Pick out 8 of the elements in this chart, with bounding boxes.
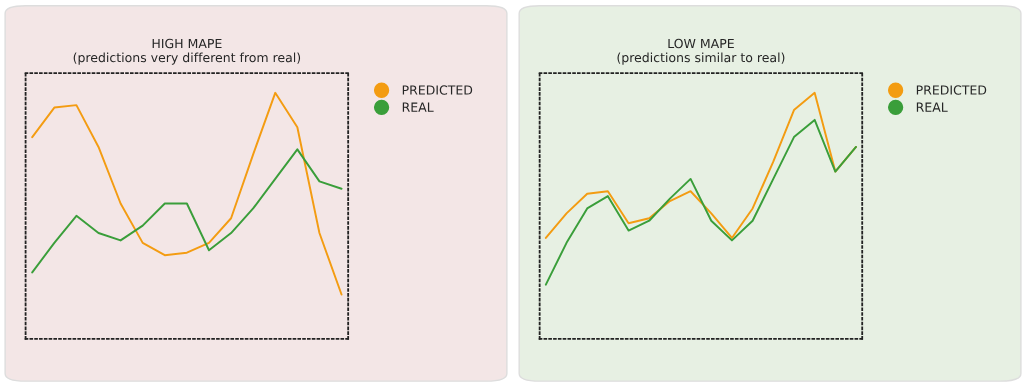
chart-subtitle: (predictions very different from real): [73, 52, 301, 65]
legend-label: PREDICTED: [916, 85, 987, 95]
chart-title: LOW MAPE: [668, 38, 734, 49]
legend-label: REAL: [402, 102, 434, 112]
chart-title: HIGH MAPE: [152, 38, 222, 49]
chart-subtitle: (predictions similar to real): [617, 52, 785, 65]
legend-label: PREDICTED: [402, 85, 473, 95]
legend-label: REAL: [916, 102, 948, 112]
